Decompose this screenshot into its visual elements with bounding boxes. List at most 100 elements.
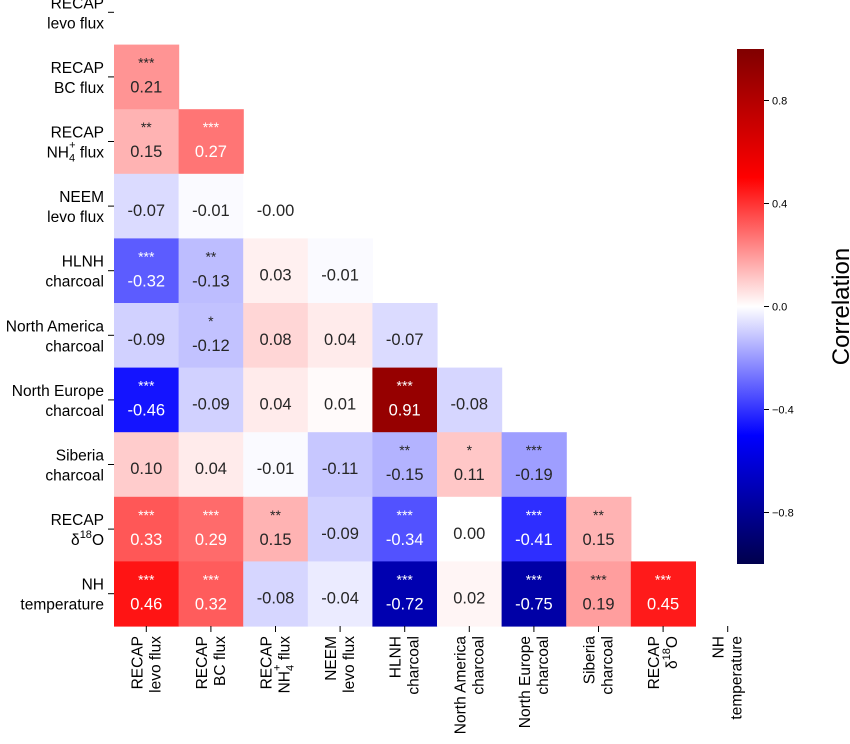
cell-value-label: 0.15 [582, 531, 614, 549]
cell-value-label: -0.75 [515, 595, 553, 613]
significance-label: *** [203, 571, 220, 587]
cell-value-label: -0.46 [127, 402, 165, 420]
y-tick-label: HLNH [62, 254, 104, 271]
heatmap-cell [372, 496, 438, 562]
heatmap-cell [114, 44, 180, 110]
x-tick-label: charcoal [470, 636, 487, 695]
y-tick-label: BC flux [54, 80, 104, 97]
colorbar-tick-label: 0.4 [772, 199, 787, 211]
heatmap-cell [307, 561, 373, 627]
cell-value-label: 0.08 [259, 331, 291, 349]
x-tick-label: Siberia [582, 636, 599, 685]
heatmap-cell [307, 496, 373, 562]
cell-value-label: 0.33 [130, 531, 162, 549]
cell-value-label: -0.04 [321, 589, 359, 607]
heatmap-cell [307, 432, 373, 498]
cell-value-label: 0.04 [195, 460, 227, 478]
cell-value-label: -0.08 [450, 396, 488, 414]
x-tick-label: temperature [729, 636, 746, 720]
heatmap-cell [372, 367, 438, 433]
cell-value-label: 0.32 [195, 595, 227, 613]
colorbar-tick-label: 0.0 [772, 302, 787, 314]
heatmap-cell [114, 432, 180, 498]
y-tick-label: North Europe [12, 383, 104, 400]
heatmap-cell [501, 496, 567, 562]
cell-value-label: 0.11 [454, 466, 485, 484]
heatmap-cell [372, 432, 438, 498]
heatmap-cell [114, 173, 180, 239]
cell-value-label: 0.91 [389, 402, 421, 420]
heatmap-cell [114, 367, 180, 433]
y-tick-label: NEEM [59, 189, 104, 206]
y-tick-label: charcoal [45, 338, 104, 355]
x-axis-labels: RECAP levo flux RECAP BC flux RECAP NH4+ flux… [129, 626, 746, 734]
cell-value-label: 0.10 [130, 460, 162, 478]
cell-value-label: 0.01 [324, 396, 356, 414]
y-tick-label: charcoal [45, 468, 104, 485]
heatmap-cell [566, 496, 632, 562]
x-tick-label: charcoal [535, 636, 552, 695]
y-tick-label: charcoal [45, 274, 104, 291]
colorbar-tick-label: −0.4 [772, 405, 794, 417]
cell-value-label: -0.15 [386, 466, 424, 484]
heatmap-cell [178, 432, 244, 498]
significance-label: *** [526, 442, 543, 458]
y-tick-label: North America [6, 318, 105, 335]
cell-value-label: 0.27 [195, 143, 227, 161]
heatmap-cell [114, 109, 180, 175]
y-tick-label: RECAP [51, 512, 104, 529]
significance-label: ** [593, 507, 604, 523]
cell-value-label: 0.15 [130, 143, 162, 161]
significance-label: * [208, 313, 214, 329]
heatmap-cell [178, 303, 244, 369]
heatmap-cell [437, 367, 503, 433]
colorbar-gradient [737, 49, 764, 564]
x-tick-label: North Europe [517, 636, 534, 728]
heatmap-cell [243, 173, 309, 239]
y-tick-label: levo flux [47, 15, 104, 32]
heatmap-cell [307, 367, 373, 433]
cell-value-label: -0.00 [257, 202, 295, 220]
significance-label: *** [397, 507, 414, 523]
heatmap-cell [178, 561, 244, 627]
heatmap-cell [437, 496, 503, 562]
x-tick-label: RECAP [646, 636, 663, 689]
x-tick-label: levo flux [341, 636, 358, 693]
x-tick-label: RECAP [259, 636, 276, 689]
heatmap-cell [630, 561, 696, 627]
significance-label: ** [270, 507, 281, 523]
y-tick-label: RECAP [51, 0, 104, 12]
cell-value-label: 0.04 [324, 331, 356, 349]
heatmap-cell [501, 432, 567, 498]
significance-label: *** [590, 571, 607, 587]
cell-value-label: -0.11 [322, 460, 358, 478]
heatmap-cell [178, 367, 244, 433]
x-tick-label: charcoal [406, 636, 423, 695]
significance-label: ** [205, 248, 216, 264]
y-tick-label: RECAP [51, 125, 104, 142]
cell-value-label: 0.02 [453, 589, 485, 607]
heatmap-cell [243, 496, 309, 562]
cell-value-label: 0.21 [130, 79, 162, 97]
heatmap-cell [437, 432, 503, 498]
cell-value-label: -0.13 [192, 272, 230, 290]
cell-value-label: -0.01 [192, 202, 230, 220]
cell-value-label: -0.07 [386, 331, 424, 349]
colorbar-tick-label: 0.8 [772, 96, 787, 108]
cell-value-label: -0.01 [257, 460, 295, 478]
heatmap-cell [566, 561, 632, 627]
cell-value-label: -0.41 [515, 531, 553, 549]
significance-label: *** [397, 571, 414, 587]
heatmap-cell [114, 238, 180, 304]
heatmap-cell [178, 238, 244, 304]
significance-label: ** [399, 442, 410, 458]
y-tick-label: levo flux [47, 209, 104, 226]
colorbar: −0.8 −0.4 0.0 0.4 0.8 Correlation [737, 49, 850, 564]
colorbar-tick-label: −0.8 [772, 508, 794, 520]
significance-label: *** [138, 248, 155, 264]
cell-value-label: -0.12 [192, 337, 230, 355]
cell-value-label: 0.04 [259, 396, 291, 414]
x-tick-label: NH [711, 636, 728, 658]
cell-value-label: 0.19 [582, 595, 614, 613]
